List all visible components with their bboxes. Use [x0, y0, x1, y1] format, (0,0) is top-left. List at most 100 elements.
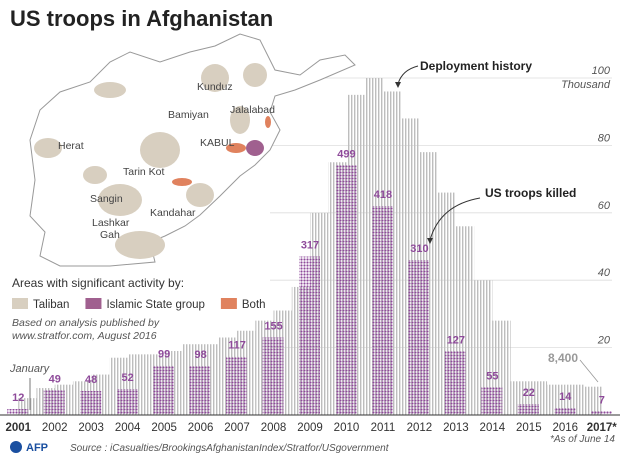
- deployment-bar: [583, 386, 602, 415]
- y2-tick-label: 40: [598, 267, 611, 279]
- x-tick-label: 2006: [188, 422, 214, 434]
- taliban-areas: [34, 63, 267, 259]
- note: www.stratfor.com, August 2016: [12, 330, 157, 342]
- arrow: [429, 197, 481, 241]
- x-tick-label: 2008: [261, 422, 287, 434]
- chart-title: US troops in Afghanistan: [10, 6, 273, 31]
- x-tick-label: 2003: [78, 422, 104, 434]
- data-label: 499: [337, 149, 355, 161]
- y2-tick-label: 80: [598, 132, 611, 144]
- killed-column: [517, 404, 539, 415]
- both-area: [265, 116, 271, 128]
- killed-column: [153, 365, 175, 415]
- legend-killed: US troops killed: [485, 186, 576, 200]
- data-label: 418: [374, 189, 392, 201]
- y2-tick-label: 20: [597, 335, 611, 347]
- data-label: 127: [447, 335, 465, 347]
- x-tick-label: 2001: [5, 422, 31, 434]
- legend-swatch: [85, 298, 102, 309]
- x-tick-label: 2015: [516, 422, 542, 434]
- data-label: 310: [410, 243, 428, 255]
- city-label: Kunduz: [197, 81, 233, 93]
- city-label: Herat: [58, 140, 84, 152]
- both-area: [172, 178, 192, 186]
- y2-tick-label: 60: [598, 200, 611, 212]
- arrow-head: [427, 238, 433, 244]
- annotation: 8,400: [548, 351, 578, 365]
- plot: 20 40 60 80 100 Thousand 12 2001 49 2002 48 2003 52 2…: [0, 65, 620, 434]
- killed-column: [116, 389, 138, 415]
- y2-unit: Thousand: [561, 79, 611, 91]
- x-tick-label: 2014: [480, 422, 506, 434]
- x-tick-label: 2009: [297, 422, 323, 434]
- killed-column: [7, 409, 29, 415]
- killed-column: [554, 408, 576, 415]
- data-label: 317: [301, 240, 319, 252]
- data-label: 7: [599, 395, 605, 407]
- city-label: Bamiyan: [168, 109, 209, 121]
- killed-column: [590, 411, 612, 415]
- legend-label: Islamic State group: [106, 299, 204, 311]
- data-label: 49: [49, 374, 61, 386]
- data-label: 99: [158, 349, 170, 361]
- footer: AFP Source : iCasualties/BrookingsAfghan…: [10, 441, 390, 454]
- data-label: 117: [228, 340, 246, 352]
- legend-title: Areas with significant activity by:: [12, 276, 184, 290]
- killed-column: [226, 356, 248, 415]
- is-area: [246, 140, 264, 156]
- legend-label: Taliban: [33, 299, 69, 311]
- both-area: [226, 143, 246, 153]
- deployment-bar: [474, 280, 493, 415]
- killed-column: [481, 387, 503, 415]
- x-tick-label: 2012: [407, 422, 433, 434]
- data-label: 55: [486, 371, 498, 383]
- data-label: 155: [264, 321, 282, 333]
- legend-swatch: [220, 298, 237, 309]
- data-label: 12: [12, 392, 24, 404]
- x-tick-label: 2013: [443, 422, 469, 434]
- map: Kunduz Bamiyan Jalalabad Herat KABUL Tar…: [29, 33, 356, 267]
- killed-column: [43, 390, 65, 415]
- killed-column: [80, 391, 102, 415]
- data-label: 98: [194, 349, 206, 361]
- x-tick-label: 2007: [224, 422, 250, 434]
- data-label: 14: [559, 391, 572, 403]
- city-label: Gah: [100, 229, 120, 241]
- city-label: Tarin Kot: [123, 166, 165, 178]
- legend-deployment: Deployment history: [420, 59, 532, 73]
- x-tick-label: 2016: [552, 422, 578, 434]
- city-label: Kandahar: [150, 207, 196, 219]
- x-tick-label: 2002: [42, 422, 68, 434]
- killed-column: [371, 206, 393, 415]
- map-legend: Taliban Islamic State group Both: [12, 298, 266, 311]
- footnote: *As of June 14: [550, 434, 615, 445]
- source: Source : iCasualties/BrookingsAfghanista…: [70, 443, 390, 454]
- annotation-line: [579, 359, 599, 383]
- deployment-bar: [565, 384, 584, 415]
- data-label: 52: [122, 372, 134, 384]
- x-tick-label: 2011: [371, 422, 396, 434]
- legend-label: Both: [242, 299, 266, 311]
- killed-column: [335, 165, 357, 415]
- city-label: Jalalabad: [230, 104, 275, 116]
- killed-column: [408, 260, 430, 415]
- city-label: Sangin: [90, 193, 123, 205]
- logo: [10, 441, 22, 453]
- note: Based on analysis published by: [12, 317, 160, 329]
- killed-column: [444, 351, 466, 415]
- deployment-bar: [547, 384, 566, 415]
- x-tick-label: 2010: [334, 422, 360, 434]
- x-tick-label: 2017*: [587, 422, 618, 434]
- data-label: 48: [85, 374, 97, 386]
- arrow-head: [395, 82, 401, 88]
- killed-column: [262, 337, 284, 415]
- data-label: 22: [523, 387, 535, 399]
- city-label: KABUL: [200, 137, 235, 149]
- arrow: [397, 65, 419, 85]
- x-tick-label: 2005: [151, 422, 177, 434]
- killed-column: [299, 256, 320, 415]
- x-tick-label: 2004: [115, 422, 141, 434]
- killed-column: [189, 366, 211, 415]
- annotation: January: [9, 363, 51, 375]
